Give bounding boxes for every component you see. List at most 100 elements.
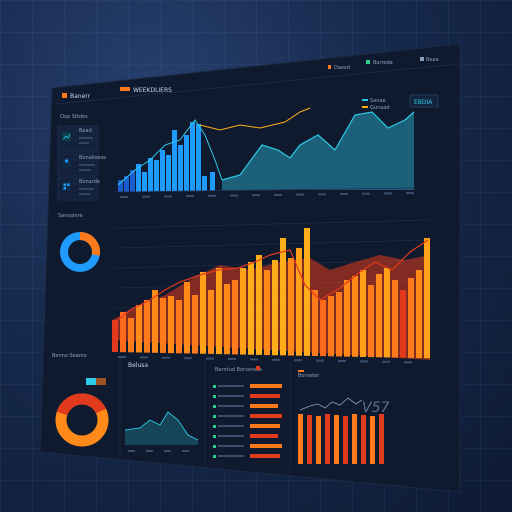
header-btn-2[interactable]: Barreda	[373, 60, 393, 66]
hbar-marker	[213, 395, 216, 398]
main-bar	[392, 280, 398, 358]
main-tick	[338, 360, 346, 362]
main-bar	[128, 318, 134, 353]
legend-1-label: Sanae	[370, 98, 386, 104]
main-chart-line	[111, 239, 429, 326]
main-gridline	[114, 219, 431, 229]
main-bar	[400, 290, 406, 358]
hbar-marker	[213, 385, 216, 388]
top-tick	[208, 194, 216, 197]
brand-icon	[62, 93, 67, 98]
main-bar	[424, 238, 430, 359]
top-bar	[142, 172, 147, 192]
main-bar	[264, 270, 270, 356]
top-bar	[190, 122, 195, 191]
hbar-label-placeholder	[218, 415, 244, 417]
top-tick	[362, 192, 370, 195]
main-bar	[328, 296, 334, 357]
stripe	[361, 415, 366, 464]
hbar-label-placeholder	[218, 405, 244, 407]
main-chart-ticks	[118, 356, 412, 364]
hbar	[250, 444, 282, 448]
bottom-line-tick	[164, 450, 171, 452]
main-bar	[304, 228, 310, 356]
tab-icon[interactable]	[120, 87, 130, 91]
top-bar	[154, 160, 159, 192]
main-bar	[200, 272, 206, 354]
main-tick	[294, 359, 302, 362]
top-chart-badge[interactable]	[409, 94, 439, 108]
header-btn-3-icon	[420, 57, 424, 61]
top-bar	[160, 150, 165, 192]
top-bar	[202, 176, 207, 191]
main-tick	[118, 356, 126, 358]
main-bar-chart	[111, 219, 431, 364]
main-gridline	[114, 239, 431, 249]
bottom-hbars	[213, 384, 282, 458]
main-bar	[208, 290, 214, 354]
hbar-label-placeholder	[218, 385, 244, 387]
main-tick	[184, 357, 192, 360]
main-bar	[160, 298, 166, 353]
top-tick	[120, 196, 128, 198]
header-bar: Banerr WEEKDLIERS Daexd Barreda Beaa	[54, 57, 459, 105]
hbar-marker	[213, 435, 216, 438]
main-tick	[162, 356, 170, 359]
top-tick	[164, 195, 172, 198]
main-tick	[382, 360, 390, 363]
header-btn-2-icon	[366, 60, 370, 64]
donut-2-badge-2	[96, 378, 106, 385]
top-chart-badge-label[interactable]: EBDIA	[414, 99, 433, 106]
sidebar-item-2[interactable]: Bonakoese	[57, 153, 106, 177]
hbar	[250, 384, 282, 388]
main-bar	[192, 295, 198, 354]
top-tick	[384, 192, 392, 195]
main-bar	[224, 284, 230, 355]
header-btn-1[interactable]: Daexd	[334, 65, 350, 71]
sidebar-item-3-label: Bonarde	[79, 179, 100, 185]
sidebar-item-3[interactable]: Bonarde	[57, 177, 100, 201]
bottom-line-panel-title: Belusa	[128, 362, 148, 369]
main-tick	[360, 360, 368, 363]
top-tick	[230, 194, 238, 197]
top-bar	[148, 158, 153, 192]
top-bar	[178, 145, 183, 191]
main-bar	[168, 296, 174, 354]
main-bar	[336, 292, 342, 357]
donut-2-label: Benno Seamo	[52, 353, 87, 359]
brand-label: Banerr	[70, 93, 91, 100]
stripe	[334, 415, 339, 464]
hbar-marker	[213, 455, 216, 458]
hbar	[250, 424, 280, 428]
hbar	[250, 414, 282, 418]
main-bar	[184, 282, 190, 354]
main-bar	[176, 300, 182, 354]
grid-icon	[62, 182, 71, 191]
main-bar	[368, 285, 374, 358]
header-btn-3[interactable]: Beaa	[426, 57, 439, 63]
top-tick	[252, 194, 260, 197]
stripe	[316, 416, 321, 464]
tab-label[interactable]: WEEKDLIERS	[133, 87, 172, 94]
bottom-line-ticks	[128, 450, 189, 452]
hbar	[250, 404, 278, 408]
bottom-stripes	[298, 414, 384, 464]
stripe	[370, 416, 375, 464]
stripe	[298, 414, 303, 464]
legend-2-label: Gunaad	[370, 105, 390, 111]
main-tick	[316, 359, 324, 362]
hbar-marker	[213, 445, 216, 448]
sidebar-item-1[interactable]: Bead	[57, 125, 99, 153]
hbar-label-placeholder	[218, 425, 244, 427]
hbar	[250, 434, 278, 438]
bottom-stripes-value: V57	[362, 400, 389, 416]
hbar-label-placeholder	[218, 435, 244, 437]
hbar-label-placeholder	[218, 455, 244, 457]
top-tick	[142, 195, 150, 198]
top-tick	[296, 193, 304, 196]
hbar	[250, 454, 280, 458]
hbar-label-placeholder	[218, 395, 244, 397]
sidebar: Oop Sttdes Bead Bonakoese Bonarde	[57, 114, 106, 201]
main-bar	[352, 276, 358, 357]
bottom-hbars-title-icon	[256, 366, 260, 370]
